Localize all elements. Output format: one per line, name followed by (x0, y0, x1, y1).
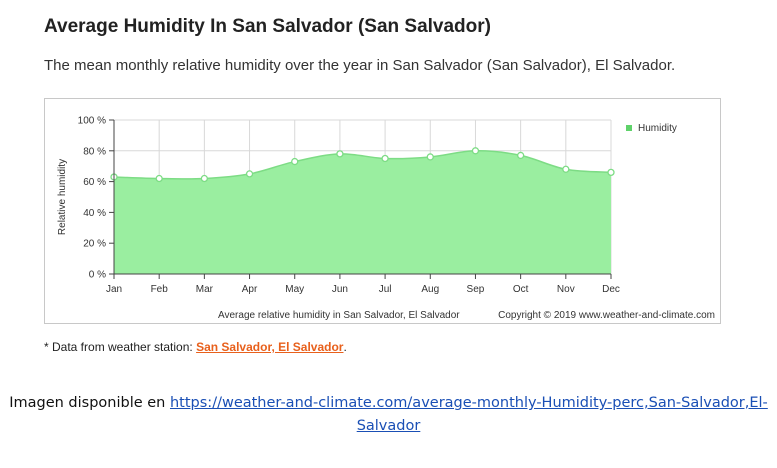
y-tick-label: 80 % (83, 146, 106, 157)
humidity-chart: 0 % 20 % 40 % 60 % 80 % 100 % Jan Feb Mar Apr May J… (44, 98, 721, 324)
x-tick-label: Oct (513, 284, 529, 295)
data-point (471, 147, 480, 155)
page-title: Average Humidity In San Salvador (San Sa… (44, 16, 491, 37)
x-tick-label: May (285, 284, 304, 295)
data-point (336, 150, 344, 158)
chart-copyright: Copyright © 2019 www.weather-and-climate… (498, 310, 715, 321)
humidity-line (113, 150, 612, 180)
station-link[interactable]: San Salvador, El Salvador (196, 340, 344, 354)
data-point (155, 174, 163, 183)
x-tick-label: Jul (379, 284, 392, 295)
data-point (607, 168, 615, 177)
data-point (426, 153, 434, 161)
image-source: Imagen disponible en https://weather-and… (0, 392, 777, 438)
y-tick-label: 0 % (89, 270, 106, 281)
x-tick-label: Nov (557, 284, 575, 295)
station-note-suffix: . (343, 340, 347, 354)
data-point (200, 174, 209, 183)
x-tick-label: Apr (242, 284, 258, 295)
data-point (562, 165, 570, 173)
y-tick-label: 100 % (78, 116, 106, 127)
chart-caption: Average relative humidity in San Salvado… (218, 310, 460, 321)
x-tick-label: Feb (151, 284, 169, 295)
station-note: * Data from weather station: San Salvado… (44, 340, 347, 354)
data-point (291, 157, 299, 166)
x-tick-label: Dec (602, 284, 620, 295)
x-tick-label: Aug (421, 284, 439, 295)
data-point (245, 170, 254, 178)
chart-canvas: 0 % 20 % 40 % 60 % 80 % 100 % Jan Feb Mar Apr May J… (57, 116, 715, 322)
data-point (516, 151, 525, 160)
station-note-prefix: * Data from weather station: (44, 340, 197, 354)
x-tick-label: Jun (332, 284, 348, 295)
legend-label: Humidity (638, 123, 677, 134)
source-prefix: Imagen disponible en (9, 395, 170, 411)
data-point (381, 154, 389, 163)
y-axis-label: Relative humidity (57, 159, 68, 235)
y-tick-label: 60 % (83, 177, 106, 188)
x-tick-label: Sep (467, 284, 485, 295)
x-tick-label: Jan (106, 284, 122, 295)
y-tick-label: 40 % (83, 208, 106, 219)
page-subtitle: The mean monthly relative humidity over … (44, 57, 676, 74)
x-tick-label: Mar (196, 284, 214, 295)
legend-swatch (626, 125, 632, 131)
source-link[interactable]: https://weather-and-climate.com/average-… (169, 395, 768, 434)
y-tick-label: 20 % (83, 239, 106, 250)
humidity-area (114, 150, 611, 274)
